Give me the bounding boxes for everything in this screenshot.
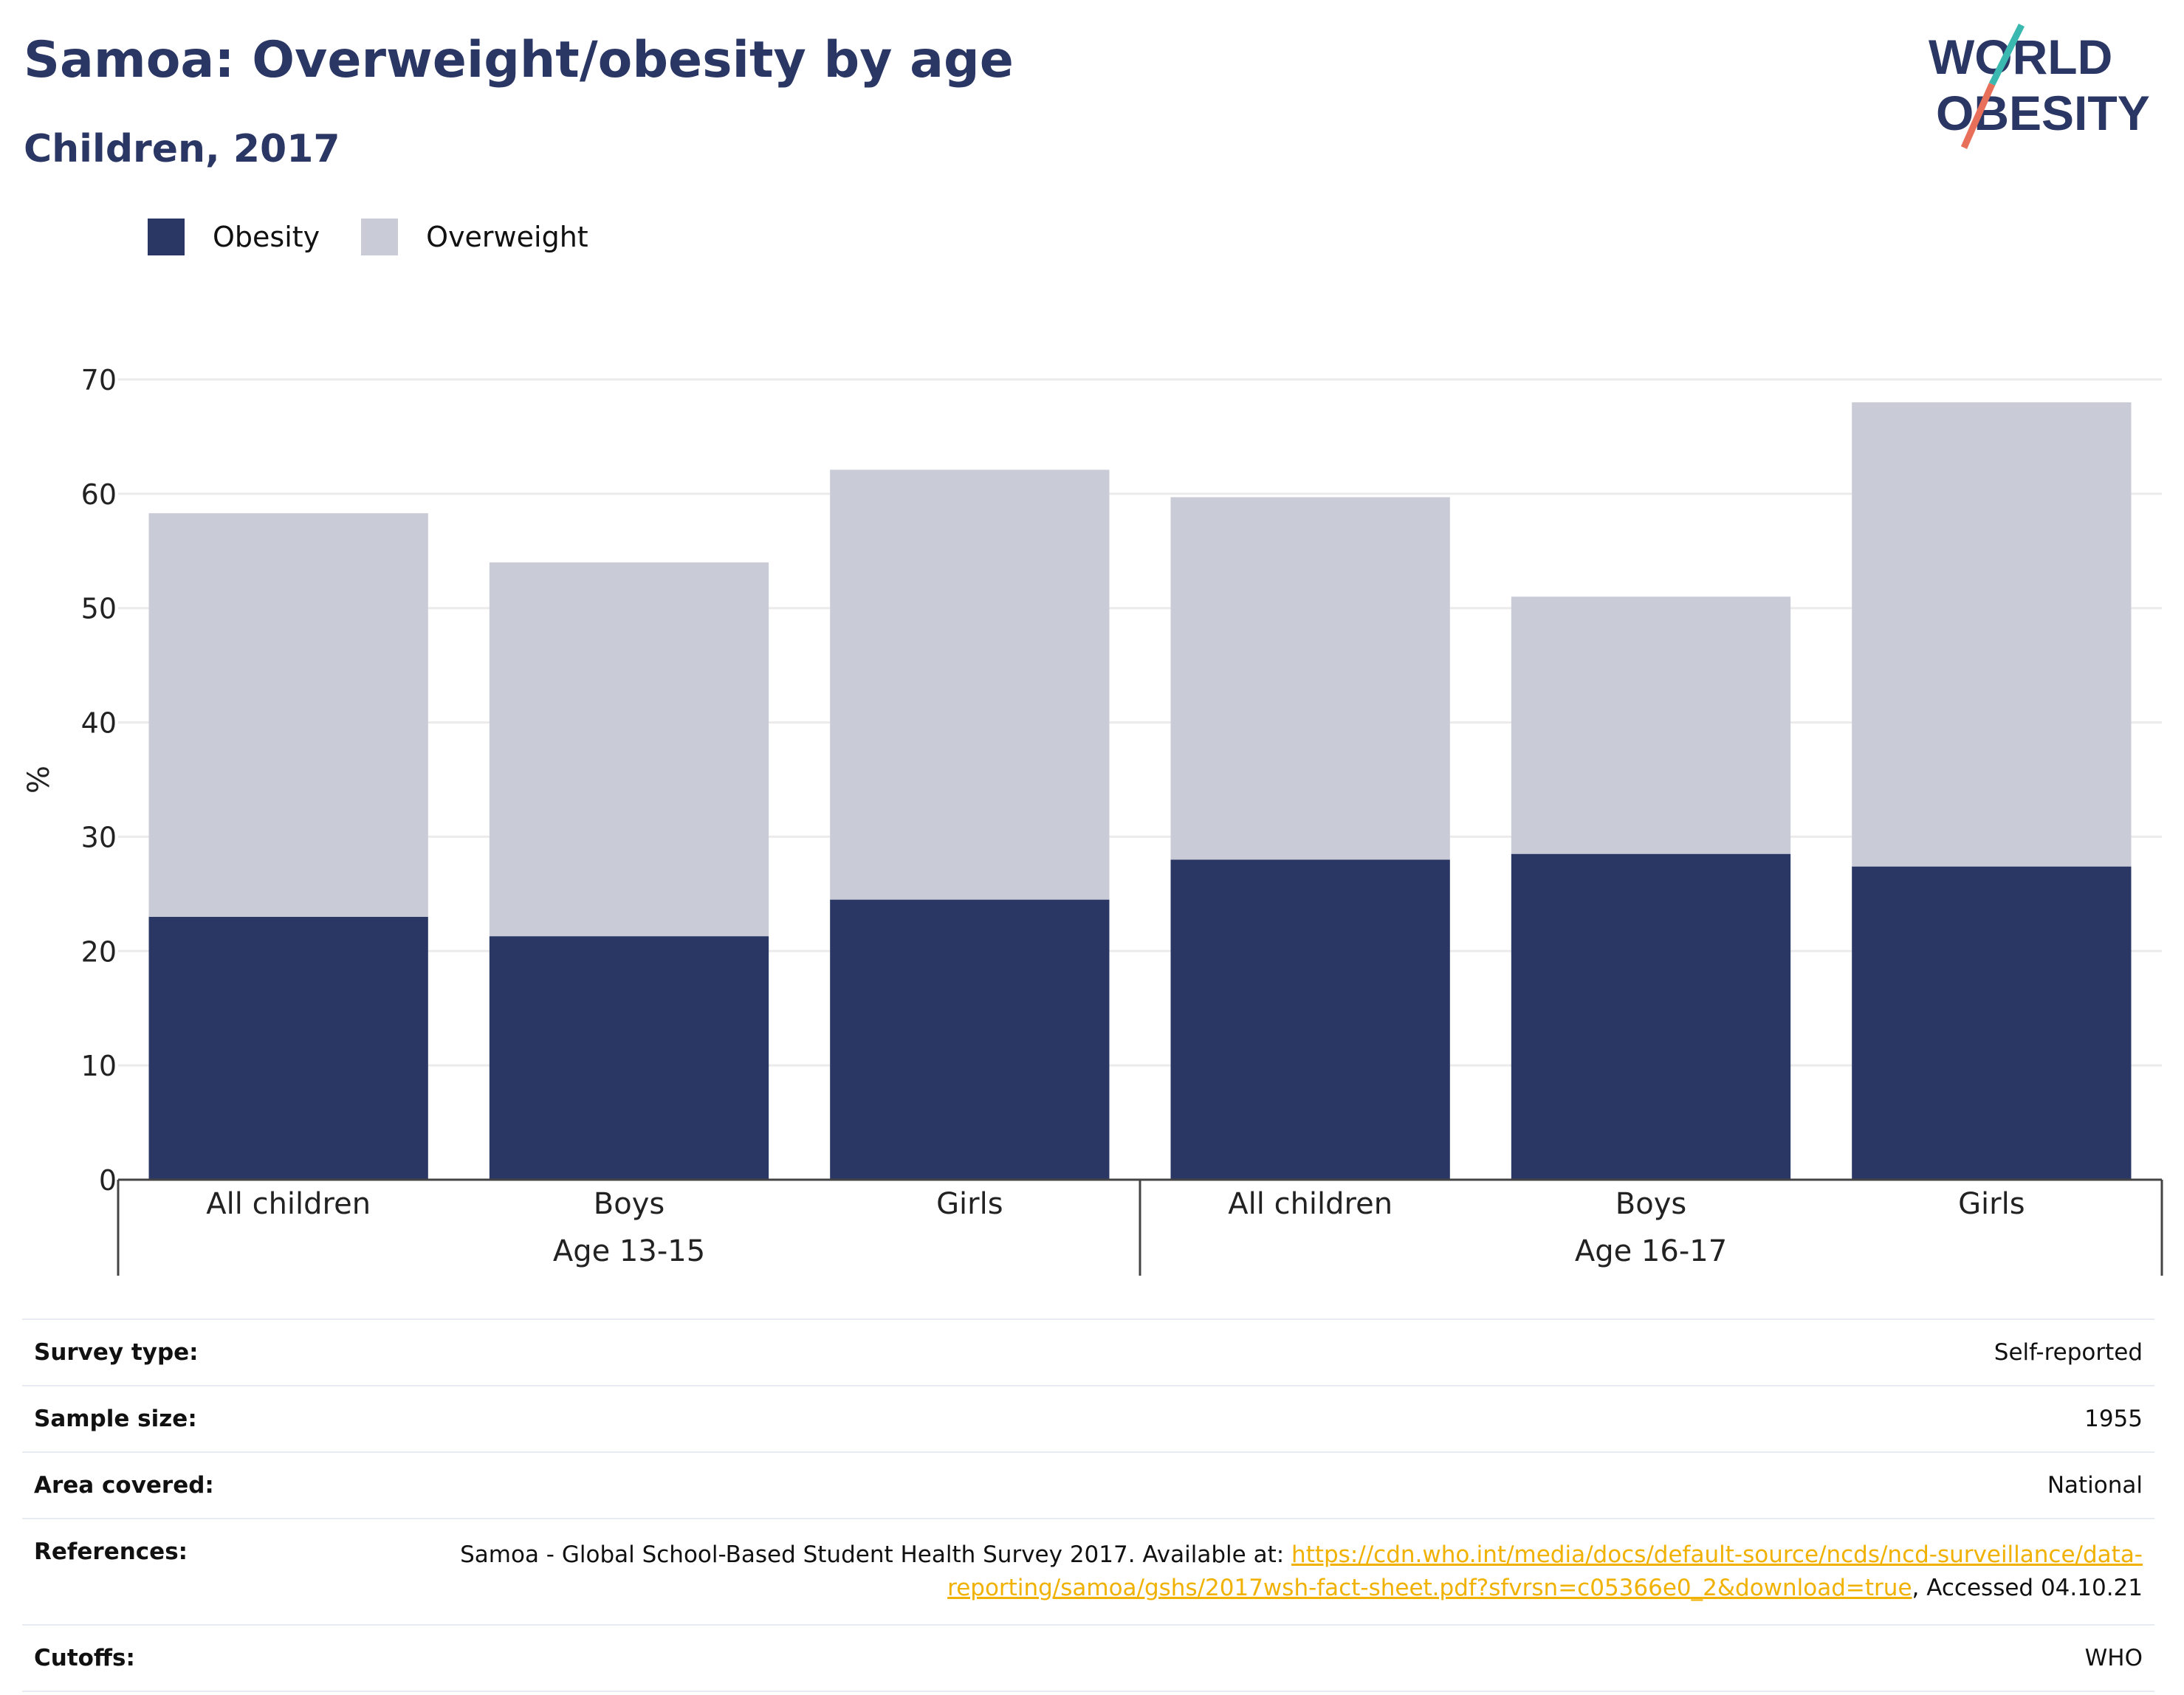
bar-overweight (1852, 402, 2132, 867)
meta-key: Area covered: (22, 1451, 356, 1519)
y-tick-label: 20 (81, 935, 117, 968)
group-label: Age 13-15 (553, 1234, 705, 1268)
y-tick-label: 60 (81, 478, 117, 511)
legend-item-obesity: Obesity (148, 219, 320, 255)
bar-overweight (830, 470, 1110, 900)
meta-value: Samoa - Global School-Based Student Heal… (356, 1518, 2154, 1625)
meta-value: WHO (356, 1623, 2154, 1692)
bar-overweight (1170, 497, 1450, 860)
bar-obesity (1170, 859, 1450, 1180)
legend-swatch-overweight (361, 219, 399, 255)
meta-value: Self-reported (356, 1318, 2154, 1386)
y-tick-label: 10 (81, 1050, 117, 1082)
y-tick-label: 40 (81, 707, 117, 740)
meta-value: 1955 (356, 1385, 2154, 1452)
chart-title: Samoa: Overweight/obesity by age (24, 31, 1014, 89)
meta-key: Cutoffs: (22, 1623, 356, 1692)
legend-swatch-obesity (148, 219, 185, 255)
legend-item-overweight: Overweight (361, 219, 588, 255)
bar-obesity (830, 899, 1110, 1180)
logo-slash-coral (1960, 83, 1996, 149)
x-tick-label: All children (1228, 1187, 1393, 1221)
y-tick-label: 70 (81, 364, 117, 396)
bar-overweight (489, 562, 769, 937)
bar-overweight (148, 513, 428, 917)
bar-overweight (1511, 596, 1791, 854)
group-label: Age 16-17 (1575, 1234, 1727, 1268)
x-tick-label: Girls (936, 1187, 1003, 1221)
legend-label-obesity: Obesity (213, 221, 320, 253)
y-tick-label: 0 (99, 1164, 117, 1197)
meta-key: References: (22, 1518, 356, 1625)
reference-link[interactable]: https://cdn.who.int/media/docs/default-s… (947, 1541, 2143, 1601)
reference-text: Samoa - Global School-Based Student Heal… (460, 1541, 1292, 1568)
bar-obesity (1511, 853, 1791, 1180)
world-obesity-logo: WORLD OBESITY (1929, 23, 2150, 149)
x-tick-label: Boys (594, 1187, 665, 1221)
chart-subtitle: Children, 2017 (24, 127, 340, 171)
legend: Obesity Overweight (148, 219, 630, 255)
y-tick-label: 50 (81, 593, 117, 625)
meta-row-area-covered: Area covered: National (22, 1451, 2154, 1519)
legend-label-overweight: Overweight (426, 221, 588, 253)
y-tick-label: 30 (81, 821, 117, 853)
bar-obesity (1852, 866, 2132, 1180)
logo-slash-teal (1988, 23, 2025, 86)
meta-row-survey-type: Survey type: Self-reported (22, 1318, 2154, 1386)
meta-row-references: References: Samoa - Global School-Based … (22, 1518, 2154, 1625)
y-axis-label: % (22, 766, 56, 794)
meta-key: Survey type: (22, 1318, 356, 1386)
stacked-bar-chart: 0 10 20 30 40 50 60 70% All children Boys Girls All… (22, 364, 2163, 1276)
meta-row-cutoffs: Cutoffs: WHO (22, 1623, 2154, 1692)
x-tick-label: All children (206, 1187, 371, 1221)
meta-value: National (356, 1451, 2154, 1519)
meta-row-sample-size: Sample size: 1955 (22, 1385, 2154, 1452)
logo-line1: WORLD (1929, 30, 2112, 84)
bar-obesity (148, 916, 428, 1180)
metadata-table: Survey type: Self-reported Sample size: … (22, 1318, 2154, 1692)
bar-obesity (489, 936, 769, 1180)
x-tick-label: Girls (1958, 1187, 2025, 1221)
x-tick-label: Boys (1615, 1187, 1686, 1221)
meta-key: Sample size: (22, 1385, 356, 1452)
reference-accessed: , Accessed 04.10.21 (1912, 1574, 2143, 1601)
